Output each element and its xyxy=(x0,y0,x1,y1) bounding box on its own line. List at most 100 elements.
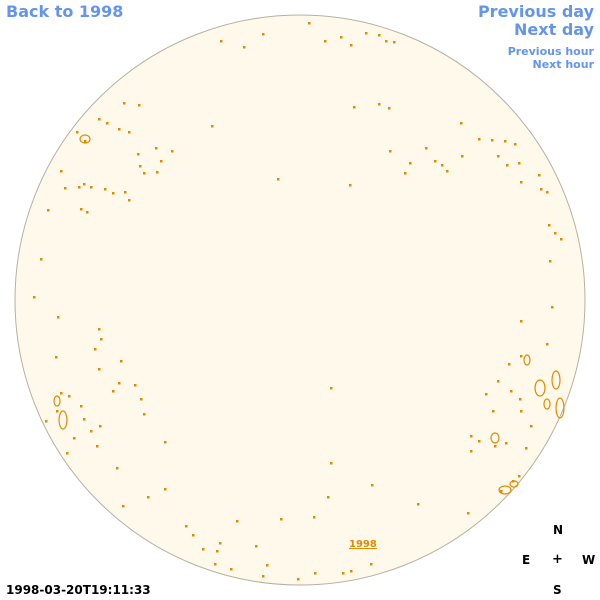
contour-speck xyxy=(353,106,356,109)
contour-speck xyxy=(139,165,142,168)
contour-speck xyxy=(94,348,97,351)
contour-speck xyxy=(164,488,167,491)
contour-loop xyxy=(53,395,61,407)
contour-speck xyxy=(40,258,43,261)
contour-speck xyxy=(546,191,549,194)
compass-center-mark: + xyxy=(552,552,563,567)
contour-speck xyxy=(434,160,437,163)
contour-speck xyxy=(365,32,368,35)
compass-south-label: S xyxy=(553,583,562,597)
contour-speck xyxy=(314,572,317,575)
contour-loop xyxy=(543,398,551,410)
contour-speck xyxy=(467,512,470,515)
contour-speck xyxy=(262,575,265,578)
next-hour-link[interactable]: Next hour xyxy=(532,58,595,71)
contour-speck xyxy=(192,534,195,537)
contour-speck xyxy=(112,192,115,195)
contour-speck xyxy=(313,516,316,519)
contour-speck xyxy=(171,150,174,153)
contour-speck xyxy=(83,418,86,421)
contour-speck xyxy=(378,103,381,106)
contour-speck xyxy=(118,382,121,385)
contour-speck xyxy=(243,46,246,49)
contour-speck xyxy=(80,405,83,408)
contour-speck xyxy=(446,170,449,173)
contour-speck xyxy=(388,107,391,110)
contour-speck xyxy=(143,413,146,416)
contour-speck xyxy=(478,138,481,141)
contour-speck xyxy=(76,131,79,134)
compass-east-label: E xyxy=(522,553,531,567)
contour-speck xyxy=(461,155,464,158)
contour-speck xyxy=(538,174,541,177)
contour-speck xyxy=(277,178,280,181)
contour-speck xyxy=(140,398,143,401)
back-to-year-link[interactable]: Back to 1998 xyxy=(6,2,124,21)
contour-speck xyxy=(164,441,167,444)
contour-speck xyxy=(96,445,99,448)
contour-speck xyxy=(143,172,146,175)
contour-speck xyxy=(120,360,123,363)
contour-speck xyxy=(118,128,121,131)
contour-speck xyxy=(219,542,222,545)
contour-speck xyxy=(308,22,311,25)
contour-speck xyxy=(327,496,330,499)
contour-loop xyxy=(58,410,68,430)
contour-speck xyxy=(90,186,93,189)
contour-speck xyxy=(404,172,407,175)
contour-speck xyxy=(506,164,509,167)
next-day-link[interactable]: Next day xyxy=(514,20,594,39)
contour-speck xyxy=(497,380,500,383)
contour-speck xyxy=(266,564,269,567)
contour-speck xyxy=(350,570,353,573)
contour-speck xyxy=(73,437,76,440)
contour-speck xyxy=(78,186,81,189)
contour-speck xyxy=(45,420,48,423)
contour-speck xyxy=(280,518,283,521)
previous-day-link[interactable]: Previous day xyxy=(477,2,594,21)
contour-speck xyxy=(518,162,521,165)
contour-speck xyxy=(510,390,513,393)
contour-speck xyxy=(540,188,543,191)
contour-speck xyxy=(98,118,101,121)
contour-speck xyxy=(508,363,511,366)
contour-speck xyxy=(116,467,119,470)
contour-speck xyxy=(202,548,205,551)
contour-loop xyxy=(555,397,565,419)
contour-loop xyxy=(551,370,561,390)
contour-speck xyxy=(491,139,494,142)
contour-speck xyxy=(47,209,50,212)
contour-loop xyxy=(509,480,519,488)
contour-speck xyxy=(497,155,500,158)
contour-speck xyxy=(560,238,563,241)
contour-speck xyxy=(262,33,265,36)
contour-speck xyxy=(519,398,522,401)
contour-speck xyxy=(147,496,150,499)
contour-speck xyxy=(520,410,523,413)
contour-speck xyxy=(216,550,219,553)
contour-speck xyxy=(155,147,158,150)
sun-disk-icon xyxy=(14,14,586,586)
contour-speck xyxy=(549,260,552,263)
contour-speck xyxy=(378,34,381,37)
contour-speck xyxy=(55,356,58,359)
contour-speck xyxy=(505,442,508,445)
contour-speck xyxy=(340,36,343,39)
contour-speck xyxy=(504,140,507,143)
contour-speck xyxy=(156,171,159,174)
contour-speck xyxy=(551,306,554,309)
contour-speck xyxy=(342,572,345,575)
contour-speck xyxy=(57,316,60,319)
previous-hour-link[interactable]: Previous hour xyxy=(507,45,594,58)
contour-speck xyxy=(478,440,481,443)
contour-speck xyxy=(460,122,463,125)
contour-loop xyxy=(498,485,512,495)
contour-speck xyxy=(520,320,523,323)
contour-speck xyxy=(520,181,523,184)
contour-speck xyxy=(470,435,473,438)
contour-speck xyxy=(83,183,86,186)
contour-speck xyxy=(514,143,517,146)
contour-speck xyxy=(60,170,63,173)
year-link[interactable]: 1998 xyxy=(349,539,377,550)
